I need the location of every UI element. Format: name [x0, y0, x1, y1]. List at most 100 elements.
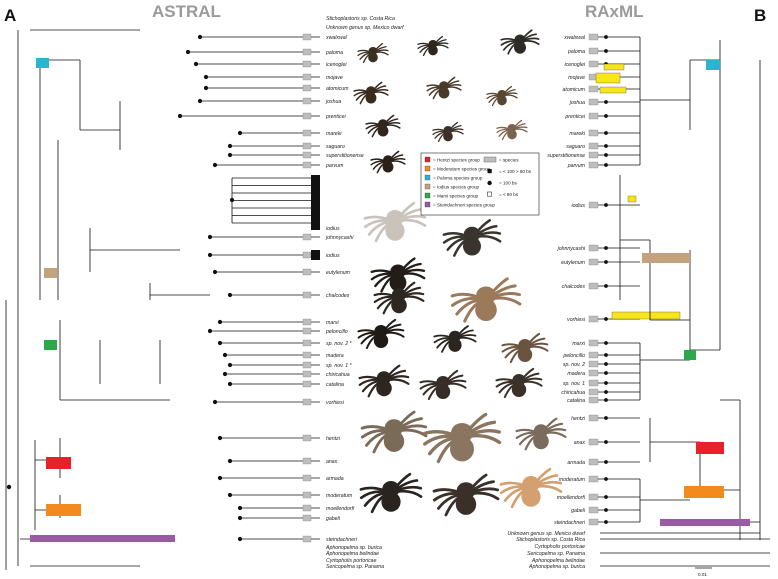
raxml-highlight-1 [595, 72, 621, 84]
astral-tip-label-7: joshua [325, 99, 341, 105]
raxml-species-bar-8 [588, 142, 599, 150]
raxml-species-bar-19 [588, 369, 599, 377]
raxml-tip-label-30: Unknown genus sp. Mexico dwarf [507, 531, 585, 537]
astral-species-bar-11 [302, 233, 312, 241]
legend-full-support-label: = 100 bs [499, 181, 517, 186]
legend-swatch-0 [424, 156, 431, 163]
astral-node-13 [212, 269, 218, 275]
astral-node-25 [217, 475, 223, 481]
raxml-node-28 [604, 508, 608, 512]
raxml-tip-label-25: armada [567, 460, 585, 466]
spider-abdomen [389, 274, 407, 292]
raxml-node-7 [604, 131, 608, 135]
raxml-species-bar-26 [588, 475, 599, 483]
astral-node-1 [185, 49, 191, 55]
spider-photo-21 [360, 410, 428, 454]
raxml-species-bar-22 [588, 396, 599, 404]
raxml-title: RAxML [585, 2, 644, 21]
raxml-tip-label-20: sp. nov. 1 [563, 381, 585, 387]
astral-species-bar-20 [302, 370, 312, 378]
raxml-tip-label-3: mojave [568, 75, 585, 81]
astral-tip-label-5: mojave [326, 75, 343, 81]
raxml-node-17 [604, 353, 608, 357]
raxml-tip-label-13: eutylenum [561, 260, 586, 266]
tarantula-photos [353, 29, 567, 517]
spider-abdomen [497, 95, 507, 106]
raxml-species-bar-27 [588, 493, 599, 501]
raxml-tip-label-17: peloncillo [562, 353, 585, 359]
spider-abdomen [368, 52, 378, 63]
spider-abdomen [448, 338, 462, 352]
astral-tip-label-25: vorhiesi [326, 400, 345, 406]
astral-node-9 [227, 152, 233, 158]
spider-abdomen [533, 433, 549, 450]
astral-species-bar-18 [302, 351, 312, 359]
spider-photo-11 [442, 219, 502, 257]
raxml-species-bar-1 [588, 47, 599, 55]
astral-iodius-block-2 [311, 250, 320, 260]
raxml-node-12 [604, 246, 608, 250]
raxml-species-bar-0 [588, 33, 599, 41]
astral-tip-label-30: moellendorfi [326, 506, 355, 512]
raxml-species-bar-11 [588, 201, 599, 209]
raxml-marxi-marker [684, 350, 696, 360]
spider-abdomen [443, 131, 453, 142]
legend-group-label-1: = Moderatum species group [433, 166, 491, 171]
astral-node-5 [197, 98, 203, 104]
astral-species-bar-0 [302, 33, 312, 41]
spider-abdomen [428, 45, 438, 56]
raxml-tip-label-9: superstitionense [547, 153, 585, 159]
legend-swatch-5 [424, 201, 431, 208]
spider-photo-14 [450, 277, 522, 323]
spider-photo-7 [432, 121, 464, 143]
astral-species-bar-29 [302, 535, 312, 543]
spider-photo-13 [373, 281, 425, 315]
astral-node-15 [217, 319, 223, 325]
spider-photo-2 [500, 29, 540, 55]
astral-root-node [6, 484, 12, 490]
astral-node-2 [193, 61, 199, 67]
raxml-species-bar-28 [588, 506, 599, 514]
spider-abdomen [514, 41, 526, 54]
raxml-node-1 [604, 49, 608, 53]
spider-photo-0 [357, 42, 389, 64]
raxml-species-bar-17 [588, 351, 599, 359]
astral-title: ASTRAL [152, 2, 221, 21]
spider-abdomen [511, 382, 527, 398]
legend-low-support-label: = < 80 bs [499, 192, 519, 197]
raxml-node-9 [604, 153, 608, 157]
panel-b-letter: B [754, 6, 766, 25]
astral-tip-label-18: marxi [326, 320, 340, 326]
raxml-node-18 [604, 362, 608, 366]
astral-node-19 [227, 362, 233, 368]
raxml-species-bar-29 [588, 518, 599, 526]
raxml-hentzi-marker [696, 442, 724, 454]
raxml-species-bar-10 [588, 161, 599, 169]
raxml-tip-label-15: vorhiesi [567, 317, 586, 323]
spider-photo-5 [486, 85, 518, 107]
astral-species-bar-5 [302, 97, 312, 105]
raxml-node-10 [604, 163, 608, 167]
spider-abdomen [377, 125, 389, 137]
spider-photo-9 [370, 150, 406, 174]
astral-node-28 [237, 515, 243, 521]
raxml-tip-label-5: joshua [569, 100, 585, 106]
astral-tip-label-4: icenoglei [326, 62, 347, 68]
raxml-tip-label-12: johnnycashi [557, 246, 586, 252]
spider-abdomen [383, 430, 405, 452]
astral-species-bar-14 [302, 291, 312, 299]
astral-tip-label-32: steindachneri [326, 537, 358, 543]
raxml-species-bar-9 [588, 151, 599, 159]
astral-tip-label-6: atomicum [326, 86, 349, 92]
raxml-species-bar-15 [588, 315, 599, 323]
raxml-species-bar-16 [588, 339, 599, 347]
spider-photo-8 [496, 119, 528, 141]
spider-photo-26 [499, 467, 563, 509]
raxml-species-bar-13 [588, 258, 599, 266]
astral-species-bar-27 [302, 504, 312, 512]
spider-photo-22 [422, 412, 502, 464]
raxml-node-26 [604, 477, 608, 481]
astral-node-21 [227, 381, 233, 387]
spider-photo-12 [370, 257, 426, 293]
